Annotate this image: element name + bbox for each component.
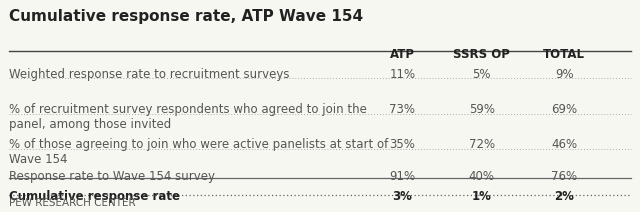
Text: 2%: 2% <box>554 190 574 203</box>
Text: 35%: 35% <box>390 138 415 151</box>
Text: % of those agreeing to join who were active panelists at start of
Wave 154: % of those agreeing to join who were act… <box>9 138 388 166</box>
Text: Weighted response rate to recruitment surveys: Weighted response rate to recruitment su… <box>9 68 290 81</box>
Text: 5%: 5% <box>472 68 491 81</box>
Text: 40%: 40% <box>468 170 495 183</box>
Text: % of recruitment survey respondents who agreed to join the
panel, among those in: % of recruitment survey respondents who … <box>9 103 367 131</box>
Text: 46%: 46% <box>551 138 577 151</box>
Text: Cumulative response rate, ATP Wave 154: Cumulative response rate, ATP Wave 154 <box>9 9 364 24</box>
Text: 69%: 69% <box>551 103 577 116</box>
Text: 76%: 76% <box>551 170 577 183</box>
Text: 1%: 1% <box>472 190 492 203</box>
Text: 9%: 9% <box>555 68 573 81</box>
Text: 11%: 11% <box>389 68 415 81</box>
Text: 72%: 72% <box>468 138 495 151</box>
Text: Cumulative response rate: Cumulative response rate <box>9 190 180 203</box>
Text: SSRS OP: SSRS OP <box>453 48 510 61</box>
Text: PEW RESEARCH CENTER: PEW RESEARCH CENTER <box>9 198 136 208</box>
Text: 73%: 73% <box>390 103 415 116</box>
Text: 3%: 3% <box>392 190 412 203</box>
Text: TOTAL: TOTAL <box>543 48 585 61</box>
Text: 59%: 59% <box>468 103 495 116</box>
Text: 91%: 91% <box>389 170 415 183</box>
Text: ATP: ATP <box>390 48 415 61</box>
Text: Response rate to Wave 154 survey: Response rate to Wave 154 survey <box>9 170 215 183</box>
